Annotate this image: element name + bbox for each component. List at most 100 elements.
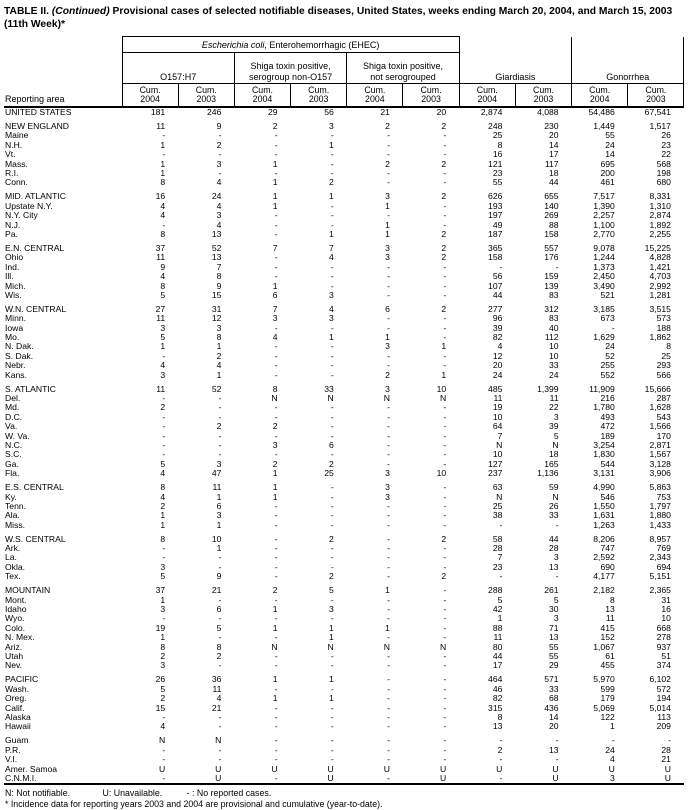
table-row: NEW ENGLAND 11 9 2 3 2 2 248 230 1,449 1,517 (4, 122, 684, 131)
cell-value: - (443, 169, 447, 179)
cell-value: 2 (441, 243, 447, 253)
table-header: Reporting area Escherichia coli, Enteroh… (4, 36, 685, 109)
cell-value: 288 (488, 586, 503, 596)
cell-value: 1 (272, 483, 278, 493)
row-area-label: Minn. (5, 314, 27, 324)
cum-year-header-cell: Cum. 2003 (177, 83, 235, 109)
table-row: Amer. Samoa U U U U U U U U U U (4, 765, 684, 774)
cell-value: 2 (160, 403, 166, 413)
cell-value: U (290, 773, 347, 786)
cell-value: 1 (160, 511, 166, 521)
cell-value: U (271, 764, 278, 774)
table-row: C.N.M.I. - U - U - U - U 3 U (4, 773, 684, 786)
table-row: Minn. 11 12 3 3 - - 96 83 673 573 (4, 314, 684, 323)
row-area-label: Miss. (5, 520, 26, 530)
cell-value: 20 (492, 361, 503, 371)
row-area-label: La. (5, 553, 17, 563)
cell-value: 1 (385, 333, 390, 343)
table-body: UNITED STATES 181 246 29 56 21 20 2,874 4,088 54,… (4, 107, 684, 786)
cell-value: N (439, 642, 447, 652)
cell-value: 14 (549, 140, 559, 150)
table-row: Pa. 8 13 - 1 1 2 187 158 2,770 2,255 (4, 230, 684, 239)
cell-value: 47 (211, 469, 222, 479)
cell-value: 13 (549, 633, 559, 643)
legend-not-notifiable: N: Not notifiable. (5, 788, 71, 799)
cell-value: 2 (385, 370, 390, 380)
row-area-label: Tenn. (5, 501, 27, 511)
cell-value: 44 (492, 652, 503, 662)
cell-value: 599 (600, 684, 615, 694)
cell-value: 5 (553, 595, 559, 605)
cell-value: 10 (492, 450, 503, 460)
cell-value: - (387, 211, 390, 221)
cell-value: 464 (488, 675, 503, 685)
cell-value: 1 (216, 342, 222, 352)
cell-value: 1 (216, 492, 222, 502)
cell-value: 1,629 (593, 333, 615, 343)
cell-value: 10 (549, 351, 559, 361)
cell-value: 112 (544, 333, 559, 343)
ehec-rest-label: , Enterohemorrhagic (EHEC) (264, 39, 380, 50)
cell-value: 10 (436, 469, 447, 479)
cum-year-header-cell: Cum. 2004 (458, 83, 516, 109)
cell-value: - (218, 441, 222, 450)
cell-value: 2 (441, 253, 447, 263)
cell-value: 31 (211, 304, 222, 314)
cell-value: 21 (380, 107, 390, 118)
table-row: Wis. 5 15 6 3 - - 44 83 521 1,281 (4, 291, 684, 300)
cell-value: - (555, 572, 559, 582)
row-area-label: Md. (5, 403, 20, 413)
table-row: N.Y. City 4 3 - - - - 197 269 2,257 2,874 (4, 211, 684, 220)
cell-value: 12 (211, 314, 222, 324)
cell-value: N (327, 393, 334, 403)
cell-value: 3 (216, 211, 222, 221)
cell-value: 4 (160, 201, 166, 211)
cell-value: 1 (272, 281, 278, 291)
cell-value: 209 (656, 722, 671, 732)
cell-value: - (274, 150, 278, 160)
cell-value: 51 (661, 652, 671, 662)
row-area-label: Conn. (5, 178, 28, 188)
cell-value: - (218, 393, 222, 403)
cell-value: - (162, 755, 166, 765)
cell-value: 181 (150, 107, 166, 118)
cell-value: 3 (328, 122, 334, 131)
row-area-label: MOUNTAIN (5, 586, 51, 596)
cell-value: 3 (160, 562, 166, 572)
cell-value: - (387, 403, 390, 413)
cell-value: - (387, 150, 390, 160)
cell-value: - (443, 441, 447, 450)
table-row: Iowa 3 3 - - - - 39 40 - 188 (4, 324, 684, 333)
giardiasis-header: Giardiasis (458, 36, 572, 85)
cell-value: 415 (600, 623, 615, 633)
cell-value: 22 (549, 403, 559, 413)
cell-value: 122 (600, 712, 615, 722)
cell-value: 20 (549, 131, 559, 141)
cell-value: 4 (216, 178, 222, 188)
table-row: Alaska - - - - - - 8 14 122 113 (4, 713, 684, 722)
cell-value: 1,449 (593, 122, 615, 131)
title-table-number: TABLE II. (4, 6, 52, 17)
cell-value: - (274, 745, 278, 755)
cell-value: 543 (656, 412, 671, 422)
o157h7-subheader: O157:H7 (121, 52, 235, 85)
cell-value: - (387, 633, 390, 643)
legend-line: N: Not notifiable. U: Unavailable. - : N… (5, 788, 684, 799)
cell-value: 2 (160, 694, 166, 704)
cell-value: 33 (549, 511, 559, 521)
cell-value: - (274, 736, 278, 746)
cell-value: 2 (272, 122, 278, 131)
cell-value: 3,254 (593, 441, 615, 450)
cell-value: 4 (272, 333, 278, 343)
cell-value: - (443, 361, 447, 371)
cell-value: 3 (328, 290, 334, 300)
cell-value: - (162, 544, 166, 554)
cell-value: 3 (385, 384, 390, 394)
row-area-label: Hawaii (5, 722, 31, 732)
cell-value: - (443, 675, 447, 685)
cell-value: - (443, 562, 447, 572)
cell-value: 6,102 (649, 675, 671, 685)
table-row: Md. 2 - - - - - 19 22 1,780 1,628 (4, 403, 684, 412)
cell-value: - (162, 553, 166, 563)
cell-value: 5 (160, 684, 166, 694)
